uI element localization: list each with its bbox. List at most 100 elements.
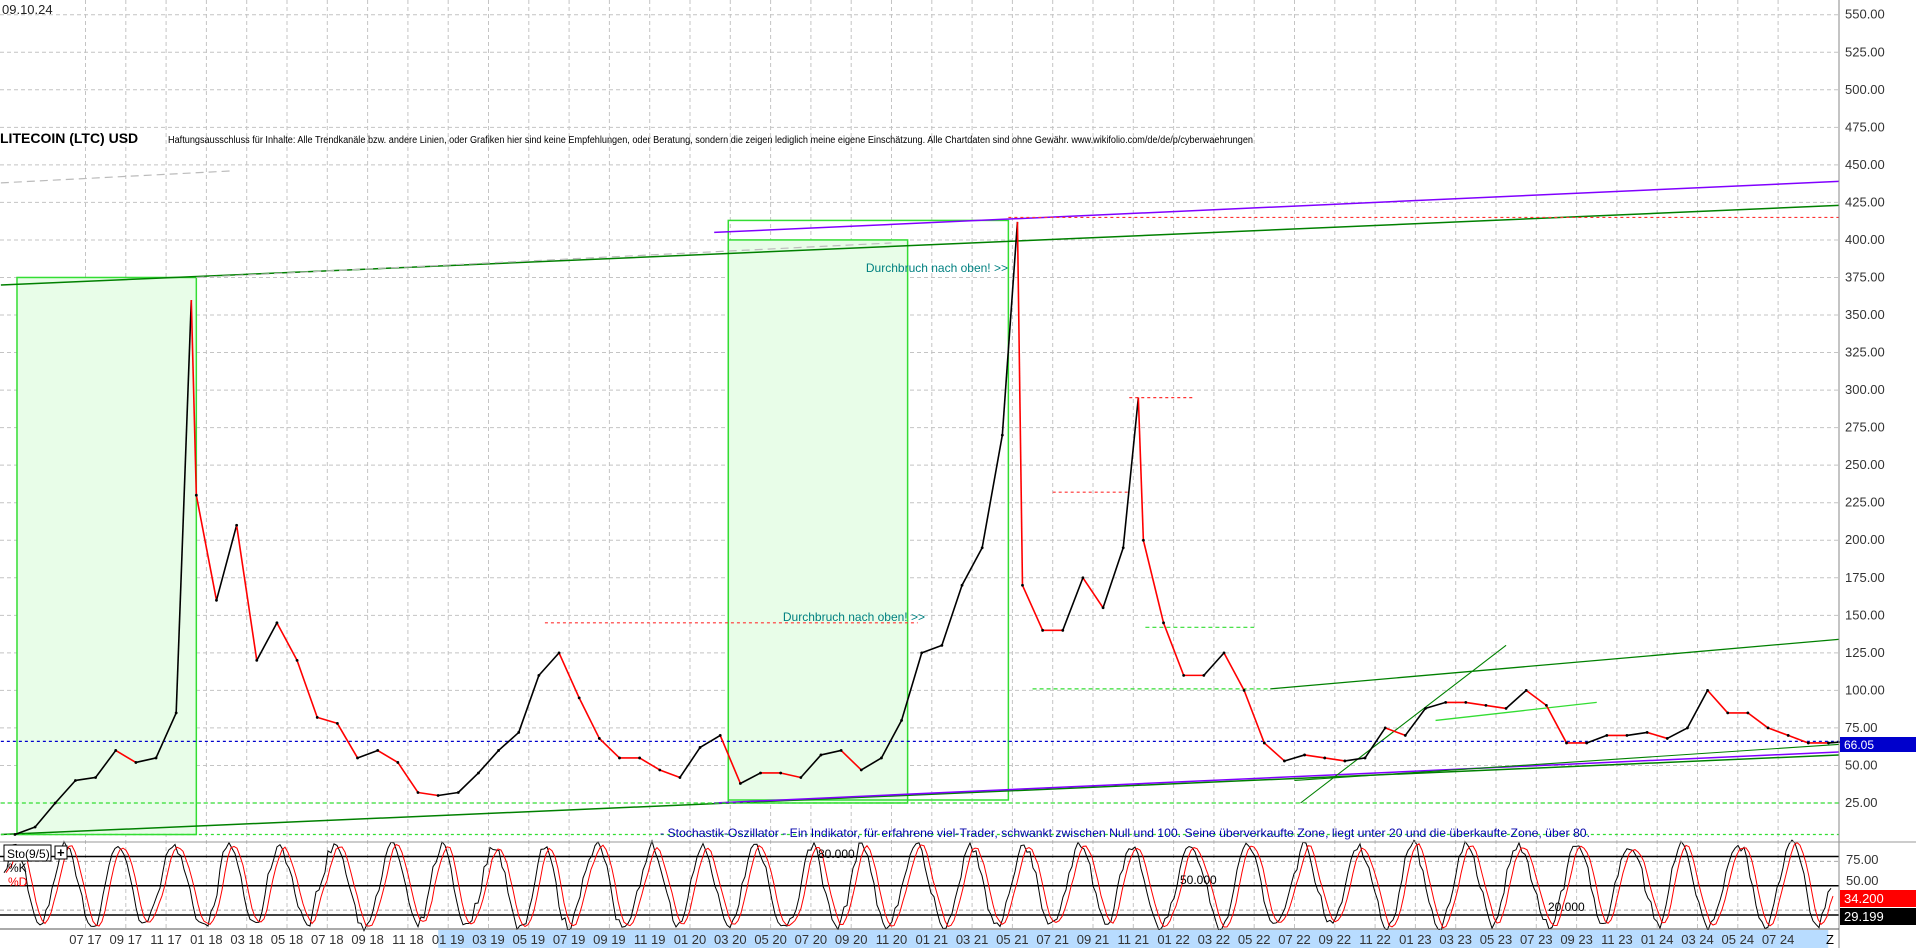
d-label: %D [8, 875, 28, 889]
date-tick-label: 01 19 [432, 932, 465, 947]
price-segment [921, 644, 943, 654]
price-point [618, 756, 621, 760]
stochastic-panel [0, 839, 1839, 933]
date-tick-label: 11 22 [1359, 932, 1391, 947]
add-indicator-button[interactable] [54, 845, 68, 860]
d-value: 34.200 [1844, 891, 1884, 906]
price-point [1786, 734, 1790, 737]
trend-line-lower-purple[interactable] [714, 751, 1839, 804]
price-segment [1686, 690, 1709, 729]
price-point [920, 651, 924, 655]
date-tick-label: 01 20 [674, 932, 707, 947]
plus-icon: + [57, 845, 65, 860]
price-point [859, 768, 863, 772]
breakout-annotation-1: Durchbruch nach oben! >> [866, 261, 1008, 275]
price-segment [639, 757, 661, 771]
chart-date: 09.10.24 [2, 2, 53, 17]
date-tick-label: 07 18 [311, 932, 344, 947]
stochastic-name-box[interactable] [3, 844, 52, 862]
price-point [1464, 700, 1468, 704]
k-label: %K [8, 861, 27, 875]
date-tick-label: 03 20 [714, 932, 747, 947]
chart-title: LITECOIN (LTC) USD [0, 130, 138, 146]
date-tick-label: 09 22 [1319, 932, 1352, 947]
price-point [1141, 538, 1145, 542]
price-point [900, 719, 903, 722]
date-tick-label: 09 20 [835, 932, 868, 947]
price-point [1625, 734, 1629, 737]
trend-line-steep[interactable] [1300, 644, 1507, 804]
date-tick-label: 09 19 [593, 932, 626, 947]
trend-line-support-lime[interactable] [1435, 701, 1597, 722]
date-tick-label: 03 22 [1198, 932, 1231, 947]
price-point [335, 722, 339, 725]
date-tick-label: 01 24 [1641, 932, 1674, 947]
price-point [779, 771, 783, 775]
price-point [1585, 741, 1589, 745]
price-segment [438, 791, 459, 797]
price-point [597, 737, 601, 740]
price-point [1303, 753, 1306, 757]
price-segment [1344, 757, 1366, 762]
trend-lines [0, 170, 1839, 836]
price-segment [457, 772, 479, 794]
price-point [1645, 731, 1649, 734]
price-series [13, 221, 1851, 836]
price-segment [1062, 577, 1084, 631]
price-segment [215, 525, 238, 601]
price-segment [1203, 652, 1225, 676]
date-tick-label: 07 23 [1520, 932, 1553, 947]
price-segment [1223, 652, 1245, 691]
price-tick-label: 475.00 [1845, 119, 1885, 134]
stoch-d-line [5, 841, 1834, 929]
price-segment [558, 652, 580, 699]
price-segment [1001, 221, 1019, 436]
price-point [376, 749, 380, 752]
last-price-box [1840, 737, 1916, 752]
price-tick-label: 25.00 [1845, 795, 1878, 810]
price-segment [961, 547, 983, 586]
price-segment [14, 826, 36, 836]
date-tick-label: 01 22 [1157, 932, 1190, 947]
price-segment [75, 776, 96, 782]
price-point [1504, 707, 1508, 710]
price-point [1565, 741, 1568, 745]
trend-line-channel-bottom[interactable] [1294, 743, 1839, 782]
stoch-k-line [3, 839, 1832, 933]
price-segment [1324, 757, 1345, 762]
price-point [1605, 734, 1609, 737]
trend-line-lower-green[interactable] [0, 754, 1839, 836]
date-tick-label: 11 20 [876, 932, 908, 947]
date-tick-label: 09 21 [1077, 932, 1110, 947]
price-point [1686, 726, 1689, 730]
price-point [436, 794, 440, 797]
trend-line-channel-top[interactable] [1270, 638, 1839, 690]
trend-line-upper-purple[interactable] [714, 180, 1839, 234]
price-point [1363, 756, 1367, 760]
date-tick-label: 05 18 [271, 932, 304, 947]
date-tick-label: 03 19 [472, 932, 505, 947]
price-segment [1787, 734, 1809, 744]
date-tick-label: 03 21 [956, 932, 989, 947]
price-point [980, 546, 984, 550]
price-segment [659, 769, 681, 779]
price-segment [1747, 712, 1769, 729]
price-point [1806, 741, 1810, 745]
last-price: 66.05 [1844, 738, 1874, 752]
price-segment [1263, 742, 1285, 762]
price-tick-label: 100.00 [1845, 682, 1885, 697]
price-point [1101, 606, 1105, 610]
price-point [1041, 628, 1045, 632]
price-segment [1404, 707, 1427, 736]
price-segment [1505, 689, 1527, 710]
price-segment [1485, 704, 1507, 710]
price-segment [820, 749, 842, 756]
date-tick-label: 07 20 [795, 932, 828, 947]
price-point [940, 643, 944, 647]
price-segment [1304, 754, 1325, 759]
date-tick-label: 07 19 [553, 932, 586, 947]
price-segment [719, 735, 742, 784]
price-point [1242, 688, 1246, 692]
date-tick-label: 11 21 [1118, 932, 1150, 947]
price-point [194, 493, 198, 497]
